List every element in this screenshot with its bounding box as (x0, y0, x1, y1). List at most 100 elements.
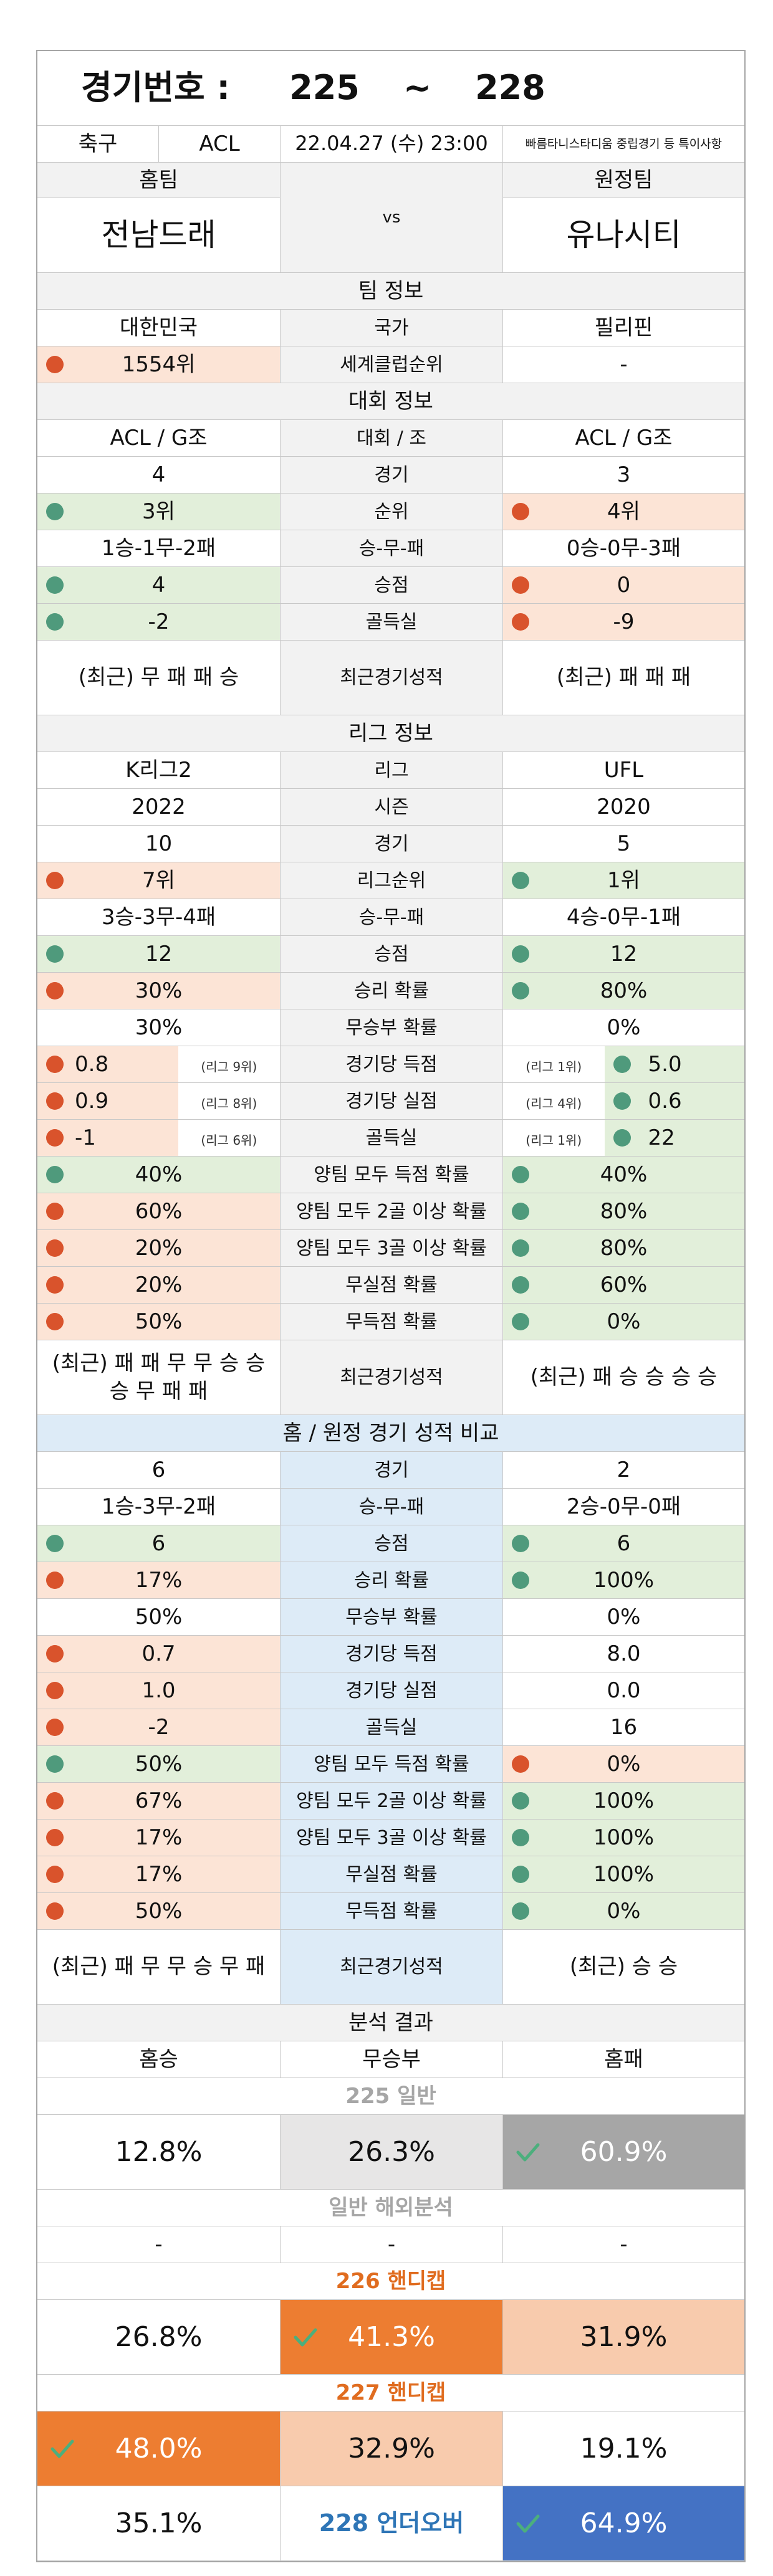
home-value-text: 10 (145, 831, 173, 856)
section-title-text: 리그 정보 (348, 720, 433, 746)
stat-label: 무득점 확률 (281, 1893, 503, 1929)
stat-label: 승-무-패 (281, 530, 503, 566)
home-name-cell: 전남드래 (37, 198, 280, 272)
stat-row: 3위 순위 4위 (37, 494, 744, 530)
result-cell: 26.8% (37, 2300, 281, 2374)
home-value: 50% (37, 1893, 281, 1929)
stat-row: K리그2 리그 UFL (37, 752, 744, 789)
stat-label: 양팀 모두 3골 이상 확률 (281, 1230, 503, 1266)
home-value: 6 (37, 1525, 281, 1562)
stat-row: (최근) 무 패 패 승 최근경기성적 (최근) 패 패 패 (37, 641, 744, 715)
stat-label-text: 골득실 (365, 611, 418, 633)
home-value: 7위 (37, 862, 281, 899)
teams: 홈팀 전남드래 vs 원정팀 유나시티 (37, 163, 744, 273)
stat-row: 0.9 (리그 8위) 경기당 실점 (리그 4위) 0.6 (37, 1083, 744, 1120)
status-dot (46, 1535, 64, 1552)
home-value: 50% (37, 1746, 281, 1782)
away-value: 5 (503, 826, 744, 862)
result-group-title-cell: 225 일반 (37, 2078, 744, 2114)
stat-label-text: 최근경기성적 (340, 1956, 443, 1978)
results-title-text: 분석 결과 (348, 2010, 433, 2035)
away-value: 0 (503, 567, 744, 603)
stat-label-text: 양팀 모두 3골 이상 확률 (296, 1826, 487, 1849)
home-value: 17% (37, 1562, 281, 1598)
stat-row: 3승-3무-4패 승-무-패 4승-0무-1패 (37, 899, 744, 936)
result-cell: 19.1% (503, 2411, 744, 2486)
result-column-text: 홈패 (604, 2046, 643, 2072)
away-value: (최근) 패 승 승 승 승 (503, 1340, 744, 1414)
home-value: ACL / G조 (37, 420, 281, 456)
home-value-box: 0.8 (37, 1046, 178, 1082)
stat-label-text: 경기당 득점 (345, 1643, 438, 1665)
stat-label-text: 승리 확률 (354, 1569, 429, 1591)
stat-label-text: 경기 (374, 1459, 409, 1481)
section-header: 팀 정보 (37, 273, 744, 310)
result-text: - (620, 2231, 628, 2257)
away-value: 80% (503, 1193, 744, 1229)
away-name: 유나시티 (566, 216, 681, 253)
result-cell: 60.9% (503, 2115, 744, 2189)
home-value: 50% (37, 1304, 281, 1340)
home-value: 67% (37, 1783, 281, 1819)
status-dot (46, 576, 64, 594)
rank-note: (리그 8위) (201, 1095, 257, 1111)
status-dot (512, 1902, 529, 1920)
status-dot (46, 503, 64, 520)
result-column: 홈승 (37, 2041, 281, 2077)
rank-note: (리그 6위) (201, 1132, 257, 1148)
home-value-text: 0.9 (75, 1088, 109, 1114)
away-value: 100% (503, 1783, 744, 1819)
status-dot (512, 503, 529, 520)
away-value: 0% (503, 1009, 744, 1046)
away-value-text: (최근) 승 승 (569, 1954, 678, 1980)
away-value-text: 80% (600, 1235, 648, 1261)
stat-label: 순위 (281, 494, 503, 530)
away-value: 필리핀 (503, 310, 744, 346)
stat-row: 60% 양팀 모두 2골 이상 확률 80% (37, 1193, 744, 1230)
home-value-text: 3위 (142, 499, 175, 524)
home-value: 30% (37, 973, 281, 1009)
stat-row: 1554위 세계클럽순위 - (37, 346, 744, 383)
home-value-text: 17% (135, 1825, 183, 1850)
stat-label: 경기 (281, 826, 503, 862)
away-value: 0승-0무-3패 (503, 530, 744, 566)
home-note-box: (리그 9위) (178, 1051, 280, 1078)
result-text: - (387, 2231, 396, 2257)
home-name: 전남드래 (101, 216, 216, 253)
home-value: 3승-3무-4패 (37, 899, 281, 935)
stat-label-text: 리그순위 (357, 869, 426, 892)
stat-row: -1 (리그 6위) 골득실 (리그 1위) 22 (37, 1120, 744, 1157)
home-value: 0.7 (37, 1636, 281, 1672)
home-team: 홈팀 전남드래 (37, 163, 281, 272)
match-league: ACL (159, 126, 281, 162)
stat-label-text: 무실점 확률 (345, 1274, 438, 1296)
home-value: 1승-1무-2패 (37, 530, 281, 566)
away-team: 원정팀 유나시티 (503, 163, 744, 272)
result-cell: 48.0% (37, 2411, 281, 2486)
away-value: 0.0 (503, 1672, 744, 1709)
home-value: (최근) 패 패 무 무 승 승 승 무 패 패 (37, 1340, 281, 1414)
away-value: (최근) 승 승 (503, 1930, 744, 2004)
home-value: 30% (37, 1009, 281, 1046)
home-value-text: 12 (145, 941, 173, 966)
away-value: (리그 1위) 5.0 (503, 1046, 744, 1082)
result-group-title-text: 225 일반 (345, 2083, 436, 2109)
status-dot (512, 1276, 529, 1294)
home-value-text: 1승-3무-2패 (101, 1494, 216, 1519)
status-dot (46, 1313, 64, 1330)
sep: ~ (403, 68, 432, 108)
away-value: 4위 (503, 494, 744, 530)
home-value-text: 50% (135, 1604, 183, 1629)
rank-note: (리그 1위) (526, 1059, 582, 1074)
stat-label-text: 경기당 실점 (345, 1679, 438, 1702)
home-note-box: (리그 8위) (178, 1087, 280, 1115)
stat-row: 7위 리그순위 1위 (37, 862, 744, 899)
away-value: 100% (503, 1856, 744, 1892)
away-value-text: 4승-0무-1패 (566, 904, 681, 930)
away-value-text: 필리핀 (594, 315, 653, 340)
home-value-text: (최근) 패 패 무 무 승 승 승 무 패 패 (52, 1351, 266, 1404)
home-note-box: (리그 6위) (178, 1124, 280, 1152)
away-value-text: 1위 (607, 867, 640, 893)
stat-label: 무실점 확률 (281, 1856, 503, 1892)
match-sport: 축구 (37, 126, 159, 162)
